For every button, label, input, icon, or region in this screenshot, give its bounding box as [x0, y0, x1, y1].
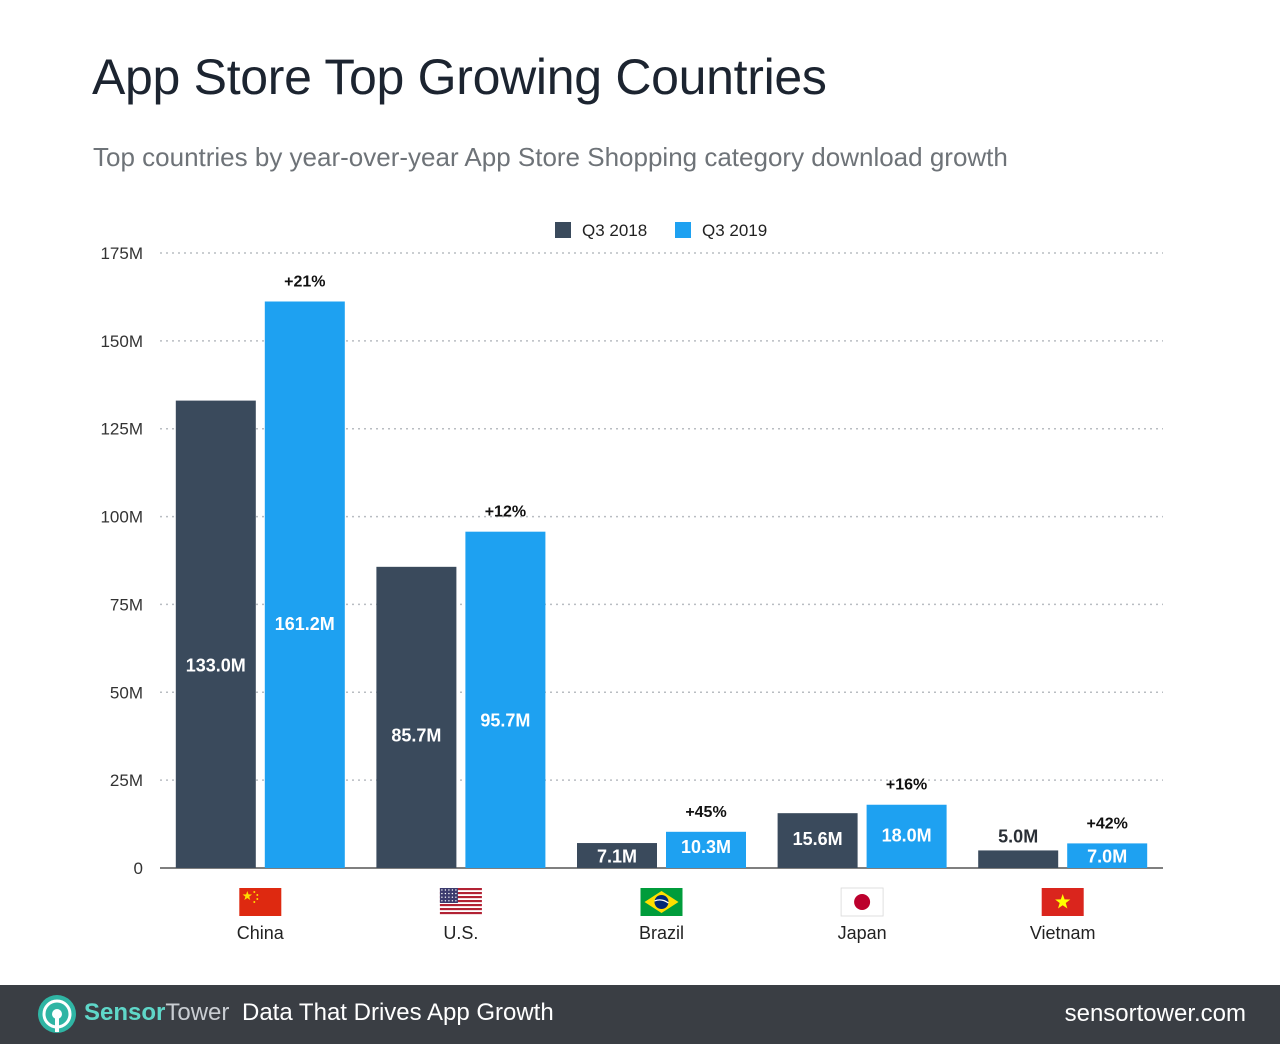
- bar-q3-2019: [264, 301, 345, 868]
- bar-q3-2019: [866, 804, 947, 868]
- data-label: 7.0M: [1087, 847, 1127, 867]
- vietnam-flag-icon: [1041, 888, 1084, 916]
- chart-title: App Store Top Growing Countries: [92, 49, 827, 105]
- bar-q3-2018: [978, 850, 1059, 868]
- bar-q3-2018: [175, 400, 256, 868]
- y-tick-label: 150M: [100, 332, 143, 351]
- data-label: 133.0M: [186, 656, 246, 676]
- legend-label: Q3 2019: [702, 221, 767, 240]
- y-tick-label: 125M: [100, 420, 143, 439]
- x-tick-label: Vietnam: [1030, 923, 1096, 943]
- growth-label: +12%: [485, 504, 526, 521]
- brand-name: SensorTower: [84, 999, 230, 1026]
- legend-label: Q3 2018: [582, 221, 647, 240]
- china-flag-icon: [239, 888, 282, 916]
- y-tick-label: 100M: [100, 508, 143, 527]
- brazil-flag-icon: [640, 888, 683, 916]
- x-tick-label: China: [237, 923, 285, 943]
- data-label: 161.2M: [275, 614, 335, 634]
- data-label: 18.0M: [882, 825, 932, 845]
- legend-swatch: [555, 222, 571, 238]
- x-tick-label: Brazil: [639, 923, 684, 943]
- legend-swatch: [675, 222, 691, 238]
- y-tick-label: 0: [134, 859, 143, 878]
- bar-q3-2019: [465, 531, 546, 868]
- data-label: 5.0M: [998, 826, 1038, 846]
- y-tick-label: 175M: [100, 244, 143, 263]
- us-flag-icon: [439, 888, 482, 916]
- bar-chart: 0 25M 50M 75M 100M 125M 150M 175M Q3 2018 Q3 2019…: [100, 221, 1163, 943]
- y-tick-label: 75M: [110, 595, 143, 614]
- x-tick-label: Japan: [838, 923, 887, 943]
- bar-q3-2018: [577, 843, 657, 868]
- footer-tagline: Data That Drives App Growth: [242, 999, 554, 1026]
- japan-flag-icon: [840, 887, 884, 917]
- y-tick-label: 50M: [110, 683, 143, 702]
- y-tick-label: 25M: [110, 771, 143, 790]
- growth-label: +16%: [886, 777, 927, 794]
- bar-q3-2019: [666, 831, 746, 868]
- bar-q3-2019: [1067, 843, 1148, 868]
- bar-q3-2018: [777, 813, 858, 868]
- sensor-tower-logo-icon: [38, 995, 76, 1033]
- data-label: 95.7M: [480, 711, 530, 731]
- data-label: 15.6M: [793, 829, 843, 849]
- x-tick-label: U.S.: [443, 923, 478, 943]
- data-label: 7.1M: [597, 847, 637, 867]
- bar-q3-2018: [376, 566, 457, 868]
- chart-subtitle: Top countries by year-over-year App Stor…: [93, 142, 1008, 172]
- footer-bar: SensorTower Data That Drives App Growth …: [0, 985, 1280, 1044]
- growth-label: +42%: [1087, 815, 1128, 832]
- data-label: 85.7M: [391, 726, 441, 746]
- data-label: 10.3M: [681, 837, 731, 857]
- growth-label: +21%: [284, 273, 325, 290]
- growth-label: +45%: [685, 804, 726, 821]
- footer-site-link[interactable]: sensortower.com: [1064, 1000, 1246, 1027]
